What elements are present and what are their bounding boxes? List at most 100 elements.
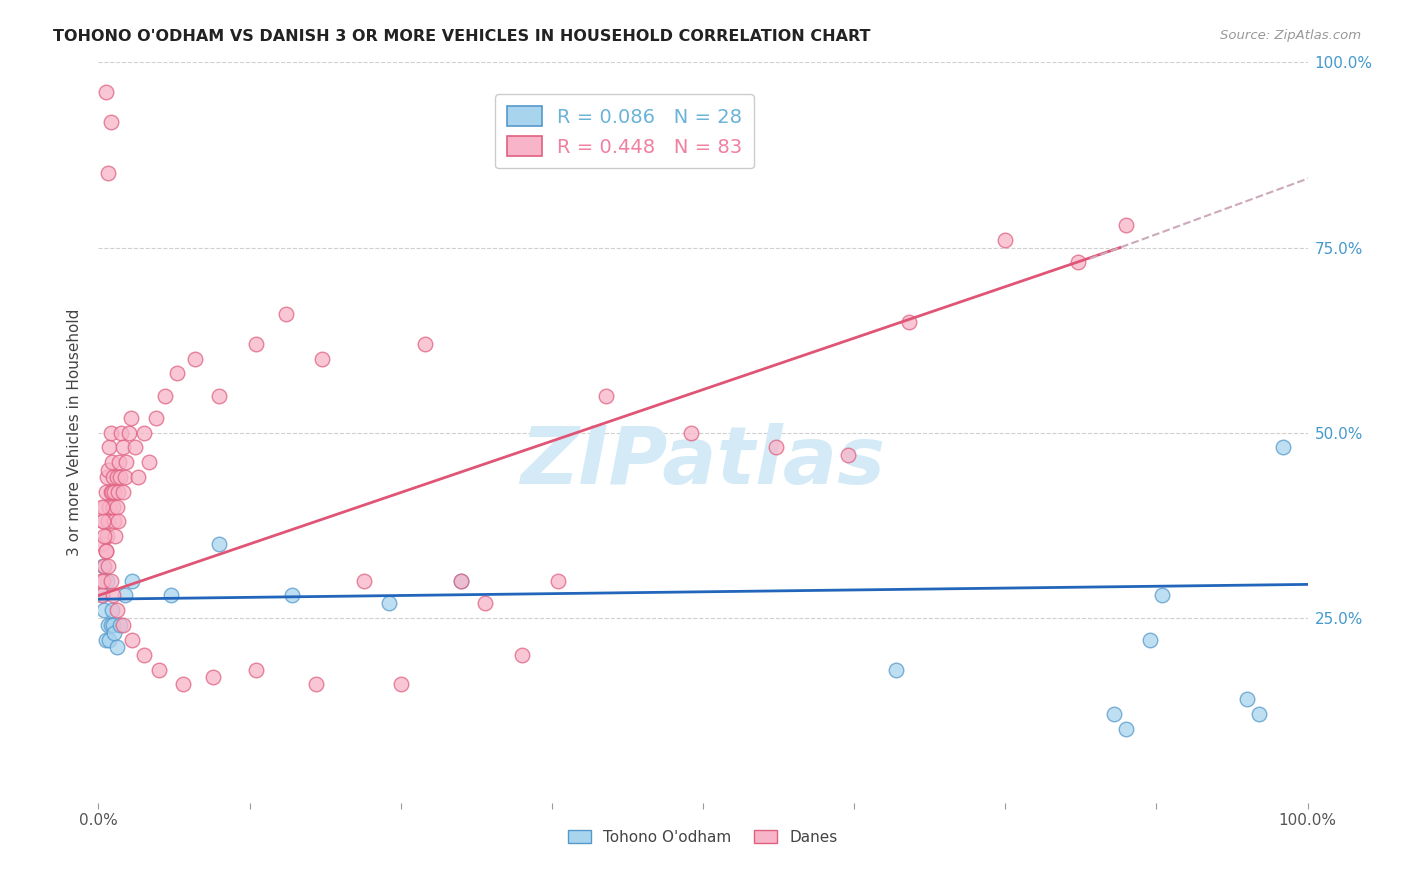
Point <box>100 618 122 632</box>
Point <box>100 603 122 617</box>
Point <box>145 410 167 425</box>
Point <box>103 625 125 640</box>
Point <box>91 515 114 529</box>
Point <box>97 166 120 180</box>
Point <box>148 663 170 677</box>
Point <box>103 484 125 499</box>
Point <box>450 574 472 588</box>
Point <box>108 470 131 484</box>
Point <box>100 114 122 128</box>
Point <box>101 589 124 603</box>
Point <box>94 484 117 499</box>
Point <box>134 425 156 440</box>
Point <box>103 515 125 529</box>
Point <box>104 529 127 543</box>
Point <box>1115 219 1137 233</box>
Point <box>120 410 142 425</box>
Point <box>91 500 114 514</box>
Point <box>134 648 156 662</box>
Point <box>97 462 120 476</box>
Point <box>91 589 114 603</box>
Point <box>595 388 617 402</box>
Point <box>108 455 131 469</box>
Point <box>90 574 112 588</box>
Point <box>94 85 117 99</box>
Point <box>184 351 207 366</box>
Point <box>1272 441 1295 455</box>
Point <box>101 618 124 632</box>
Point <box>118 425 141 440</box>
Point <box>93 500 115 514</box>
Point <box>353 574 375 588</box>
Point <box>107 515 129 529</box>
Point <box>98 500 121 514</box>
Point <box>96 574 118 588</box>
Point <box>91 574 114 588</box>
Point <box>281 589 304 603</box>
Point <box>100 574 122 588</box>
Point <box>413 336 436 351</box>
Point <box>101 470 124 484</box>
Point <box>1249 706 1271 721</box>
Legend: Tohono O'odham, Danes: Tohono O'odham, Danes <box>562 823 844 851</box>
Point <box>127 470 149 484</box>
Point <box>389 677 412 691</box>
Point <box>111 484 134 499</box>
Point <box>115 455 138 469</box>
Point <box>886 663 908 677</box>
Point <box>105 500 128 514</box>
Point <box>897 314 920 328</box>
Y-axis label: 3 or more Vehicles in Household: 3 or more Vehicles in Household <box>67 309 83 557</box>
Point <box>111 618 134 632</box>
Point <box>91 589 114 603</box>
Point <box>124 441 146 455</box>
Point <box>94 632 117 647</box>
Point <box>1139 632 1161 647</box>
Point <box>97 618 120 632</box>
Point <box>98 441 121 455</box>
Point <box>153 388 176 402</box>
Point <box>547 574 569 588</box>
Point <box>91 536 114 550</box>
Point <box>111 441 134 455</box>
Point <box>274 307 297 321</box>
Point <box>97 558 120 573</box>
Point <box>1236 692 1258 706</box>
Point <box>245 663 267 677</box>
Point <box>114 589 136 603</box>
Point <box>93 603 115 617</box>
Point <box>93 529 115 543</box>
Point <box>1152 589 1174 603</box>
Point <box>1067 255 1090 269</box>
Point <box>96 529 118 543</box>
Point <box>110 425 132 440</box>
Point <box>98 632 121 647</box>
Point <box>100 484 122 499</box>
Point <box>94 544 117 558</box>
Point <box>837 448 859 462</box>
Point <box>108 618 131 632</box>
Point <box>121 632 143 647</box>
Point <box>94 544 117 558</box>
Point <box>105 640 128 655</box>
Point <box>100 455 122 469</box>
Point <box>679 425 702 440</box>
Point <box>450 574 472 588</box>
Text: TOHONO O'ODHAM VS DANISH 3 OR MORE VEHICLES IN HOUSEHOLD CORRELATION CHART: TOHONO O'ODHAM VS DANISH 3 OR MORE VEHIC… <box>53 29 870 44</box>
Point <box>1102 706 1125 721</box>
Point <box>96 470 118 484</box>
Point <box>97 515 120 529</box>
Point <box>311 351 333 366</box>
Point <box>305 677 328 691</box>
Point <box>91 558 114 573</box>
Point <box>105 470 128 484</box>
Point <box>138 455 160 469</box>
Point <box>121 574 143 588</box>
Point <box>377 596 399 610</box>
Text: ZIPatlas: ZIPatlas <box>520 423 886 501</box>
Point <box>1115 722 1137 736</box>
Point <box>765 441 787 455</box>
Point <box>208 388 231 402</box>
Point <box>114 470 136 484</box>
Point <box>100 484 122 499</box>
